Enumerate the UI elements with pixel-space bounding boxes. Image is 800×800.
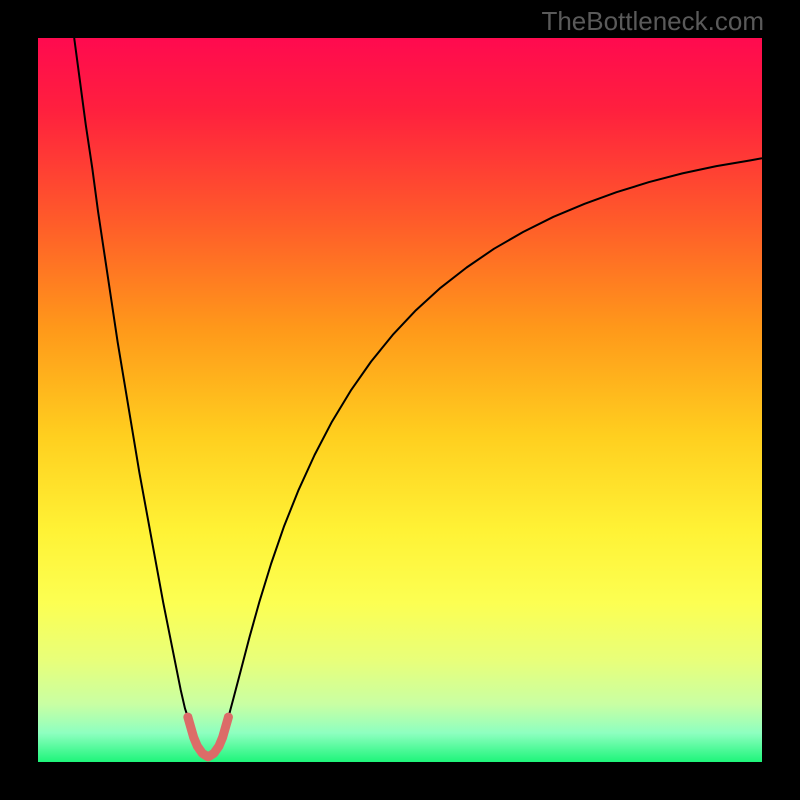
plot-area [38,38,762,762]
gradient-background [38,38,762,762]
watermark-text: TheBottleneck.com [541,6,764,37]
chart-svg [38,38,762,762]
chart-container: TheBottleneck.com [0,0,800,800]
